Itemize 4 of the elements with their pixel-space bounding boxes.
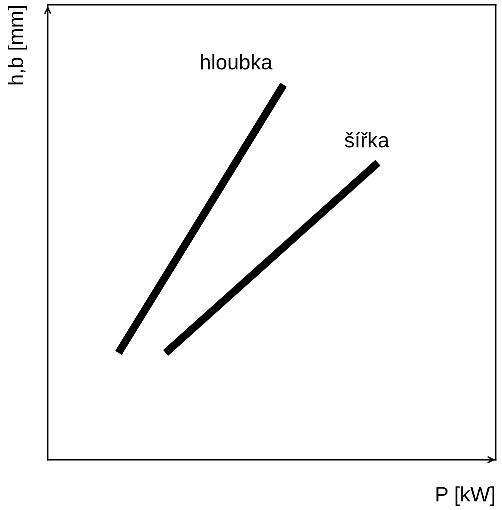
y-axis-title: h,b [mm] (8, 6, 28, 85)
series-label: šířka (345, 132, 390, 148)
x-axis-title: P [kW] (436, 486, 495, 506)
series-label: hloubka (201, 54, 273, 70)
